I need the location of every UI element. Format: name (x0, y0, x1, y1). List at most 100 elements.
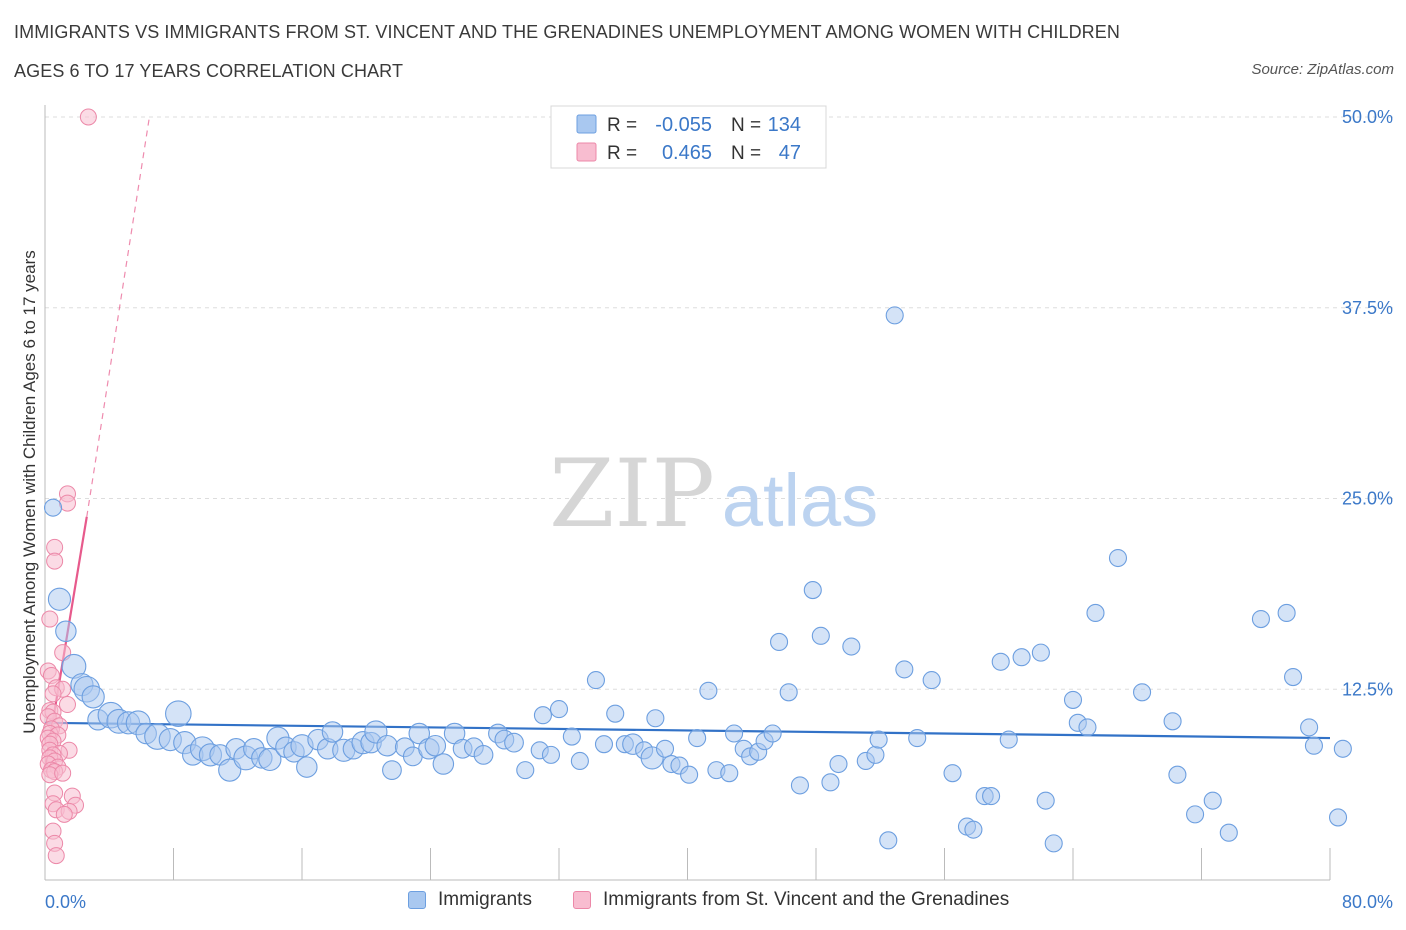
data-point-immigrants (879, 831, 898, 850)
data-point-immigrants (1300, 718, 1319, 737)
data-point-immigrants (594, 735, 614, 754)
data-point-immigrants (55, 620, 77, 643)
data-point-immigrants (790, 776, 809, 795)
data-point-immigrants (1012, 648, 1031, 667)
data-point-immigrants (1304, 736, 1323, 755)
data-point-immigrants (964, 820, 983, 839)
data-point-immigrants (842, 637, 861, 656)
data-point-immigrants (258, 747, 282, 772)
x-tick-label: 80.0% (1342, 892, 1393, 912)
data-point-immigrants (1086, 603, 1105, 623)
data-point-immigrants (408, 722, 431, 745)
data-point-immigrants (770, 632, 789, 651)
stats-n-value: 134 (768, 114, 801, 136)
stats-legend: R = -0.055 N = 134 R = 0.465 N = 47 (550, 105, 827, 169)
data-point-immigrants (586, 671, 605, 690)
tick-labels: 12.5% 25.0% 37.5% 50.0% 0.0% 80.0% (45, 107, 1393, 912)
data-point-svg (58, 696, 76, 714)
data-point-immigrants (296, 756, 318, 778)
legend-item-svg[interactable]: Immigrants from St. Vincent and the Gren… (573, 889, 1009, 911)
legend-swatch-svg (573, 891, 591, 909)
stats-swatch-svg (576, 142, 597, 162)
data-point-immigrants (1328, 808, 1348, 827)
stats-legend-box (550, 105, 827, 169)
data-point-immigrants (1219, 823, 1238, 842)
data-point-immigrants (218, 758, 242, 782)
legend-item-immigrants[interactable]: Immigrants (408, 889, 532, 911)
data-point-immigrants (1108, 548, 1128, 568)
legend-label-immigrants: Immigrants (438, 889, 532, 910)
data-point-immigrants (549, 700, 569, 719)
data-point-immigrants (922, 671, 941, 690)
data-point-immigrants (376, 734, 398, 757)
data-point-immigrants (516, 761, 535, 780)
stats-r-value: -0.055 (655, 114, 712, 136)
data-point-immigrants (943, 764, 962, 783)
data-point-immigrants (473, 744, 494, 765)
data-point-immigrants (533, 706, 552, 725)
data-point-immigrants (1333, 739, 1352, 758)
data-point-immigrants (504, 732, 524, 753)
stats-swatch-immigrants (576, 114, 597, 134)
data-point-immigrants (763, 724, 782, 743)
data-point-immigrants (165, 700, 192, 727)
chart-legend: Immigrants Immigrants from St. Vincent a… (0, 889, 1406, 917)
data-point-immigrants (699, 681, 718, 700)
watermark: ZIP atlas (549, 440, 878, 549)
data-point-immigrants (1036, 791, 1055, 810)
data-point-immigrants (43, 498, 63, 517)
data-point-svg (47, 847, 65, 865)
data-point-immigrants (382, 760, 402, 781)
data-point-immigrants (570, 751, 589, 771)
data-point-svg (46, 552, 64, 570)
data-point-immigrants (1186, 805, 1205, 824)
data-point-immigrants (646, 709, 665, 728)
data-point-immigrants (1168, 765, 1187, 784)
data-point-immigrants (725, 724, 744, 743)
y-tick-label: 12.5% (1342, 679, 1393, 699)
series-svg-points (39, 108, 97, 865)
data-point-immigrants (1163, 712, 1182, 731)
data-point-immigrants (869, 730, 888, 749)
x-tick-label: 0.0% (45, 892, 86, 912)
stats-n-value: 47 (779, 142, 801, 164)
y-axis-label: Unemployment Among Women with Children A… (20, 250, 39, 734)
y-tick-label: 37.5% (1342, 298, 1393, 318)
data-point-immigrants (803, 581, 822, 600)
watermark-atlas: atlas (722, 459, 878, 542)
data-point-svg (41, 610, 59, 628)
data-point-immigrants (81, 685, 105, 709)
data-point-immigrants (1251, 610, 1270, 629)
data-point-immigrants (1044, 834, 1063, 853)
data-point-svg (79, 108, 97, 126)
trend-line-svg-extrapolated (86, 116, 150, 517)
data-point-immigrants (811, 626, 830, 645)
data-point-immigrants (1078, 718, 1097, 737)
data-point-immigrants (321, 721, 344, 743)
data-point-immigrants (1133, 683, 1152, 702)
data-point-svg (55, 805, 73, 823)
source-label: Source: ZipAtlas.com (1251, 61, 1394, 78)
data-point-immigrants (688, 729, 707, 748)
data-point-immigrants (829, 754, 848, 774)
stats-n-label: N = (731, 143, 761, 164)
data-point-immigrants (1203, 791, 1222, 810)
legend-swatch-immigrants (408, 891, 426, 909)
data-point-immigrants (655, 739, 675, 758)
data-point-immigrants (982, 787, 1001, 806)
stats-n-label: N = (731, 115, 761, 136)
series-immigrants-points (43, 306, 1352, 853)
data-point-immigrants (1277, 603, 1296, 623)
y-tick-label: 50.0% (1342, 107, 1393, 127)
data-point-immigrants (720, 764, 739, 783)
data-point-svg (44, 685, 62, 703)
data-point-immigrants (541, 745, 561, 764)
data-point-immigrants (779, 683, 798, 702)
chart-title-line-1: IMMIGRANTS VS IMMIGRANTS FROM ST. VINCEN… (14, 22, 1120, 42)
data-point-immigrants (47, 587, 72, 611)
data-point-immigrants (562, 727, 581, 746)
data-point-immigrants (680, 765, 699, 784)
data-point-immigrants (432, 753, 455, 775)
legend-label-svg: Immigrants from St. Vincent and the Gren… (603, 889, 1010, 910)
stats-r-label: R = (607, 143, 637, 164)
